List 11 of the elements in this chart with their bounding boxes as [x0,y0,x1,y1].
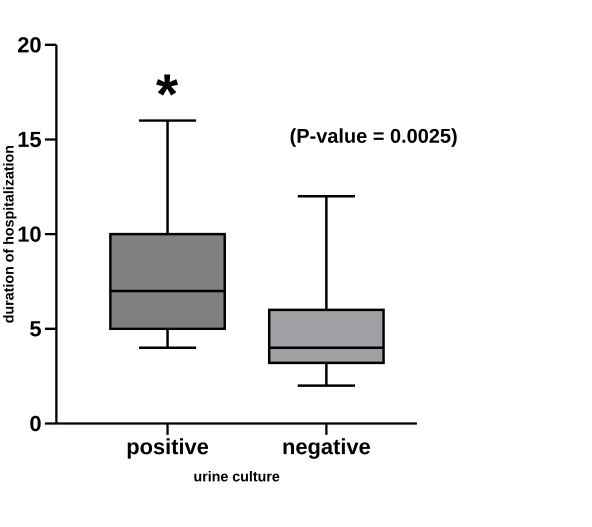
x-axis-title: urine culture [194,470,280,482]
annotation: (P-value = 0.0025) [290,128,457,147]
y-tick-label: 15 [18,132,41,147]
x-tick-label: positive [128,438,208,458]
annotation: * [156,74,178,96]
y-tick-label: 0 [30,416,41,431]
y-tick-label: 5 [30,320,41,336]
y-tick-label: 10 [18,226,41,242]
x-tick-label: negative [283,438,370,459]
y-tick-label: 20 [18,36,41,52]
y-axis-title: duration of hospitalization [3,146,16,322]
